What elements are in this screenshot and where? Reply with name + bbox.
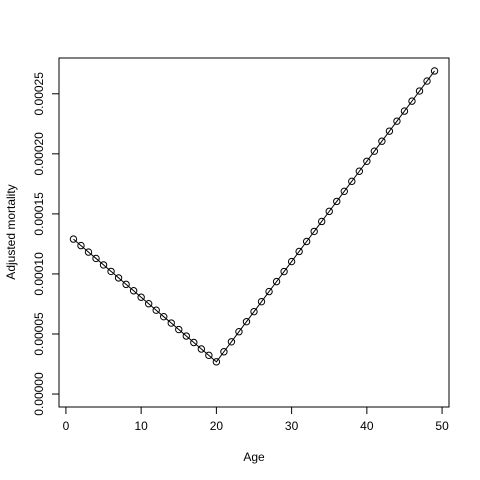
- point: [197, 345, 206, 353]
- point: [144, 300, 153, 308]
- point: [84, 248, 93, 256]
- y-tick-label: 0.00025: [32, 72, 46, 116]
- point: [212, 358, 221, 366]
- point: [129, 287, 138, 295]
- point: [122, 280, 130, 289]
- point: [160, 312, 168, 321]
- point: [205, 351, 213, 360]
- x-tick-label: 10: [134, 419, 148, 433]
- x-axis-label: Age: [243, 450, 265, 464]
- point: [400, 107, 409, 115]
- x-tick-label: 40: [360, 419, 374, 433]
- point: [92, 254, 100, 263]
- point: [250, 307, 258, 316]
- point: [280, 267, 288, 276]
- point: [69, 235, 78, 243]
- line: [73, 70, 435, 363]
- y-tick-label: 0.00015: [32, 192, 46, 236]
- point: [333, 197, 341, 206]
- point: [175, 325, 183, 334]
- point: [257, 297, 266, 306]
- point: [287, 257, 296, 266]
- point: [220, 348, 228, 356]
- y-tick-label: 0.00000: [32, 372, 46, 416]
- point: [348, 177, 356, 186]
- point: [272, 277, 281, 286]
- point: [408, 97, 416, 105]
- point: [107, 267, 115, 276]
- point: [235, 327, 243, 336]
- plot-box: [58, 57, 450, 408]
- point: [393, 117, 401, 125]
- y-tick-label: 0.00005: [32, 312, 46, 356]
- point: [310, 227, 318, 236]
- point: [378, 137, 386, 145]
- point: [385, 127, 394, 135]
- point: [152, 306, 160, 314]
- y-axis-label: Adjusted mortality: [4, 184, 18, 279]
- point: [325, 207, 333, 216]
- point: [363, 157, 371, 165]
- point: [227, 338, 236, 346]
- point: [167, 319, 175, 327]
- point: [265, 287, 273, 296]
- point: [77, 241, 85, 250]
- x-tick-label: 30: [285, 419, 299, 433]
- point: [423, 77, 431, 85]
- point: [295, 247, 303, 256]
- x-tick-label: 0: [63, 419, 70, 433]
- point: [242, 318, 251, 326]
- point: [355, 167, 364, 175]
- y-tick-label: 0.00020: [32, 132, 46, 176]
- point: [182, 332, 190, 340]
- point: [99, 261, 108, 269]
- point: [370, 147, 379, 155]
- point: [430, 67, 439, 75]
- x-tick-label: 50: [435, 419, 449, 433]
- point: [190, 338, 198, 347]
- point: [318, 217, 326, 226]
- y-tick-label: 0.00010: [32, 252, 46, 296]
- point: [302, 237, 311, 246]
- point: [340, 187, 348, 196]
- point: [137, 293, 145, 301]
- point: [114, 274, 123, 282]
- point: [415, 87, 424, 95]
- x-tick-label: 20: [210, 419, 224, 433]
